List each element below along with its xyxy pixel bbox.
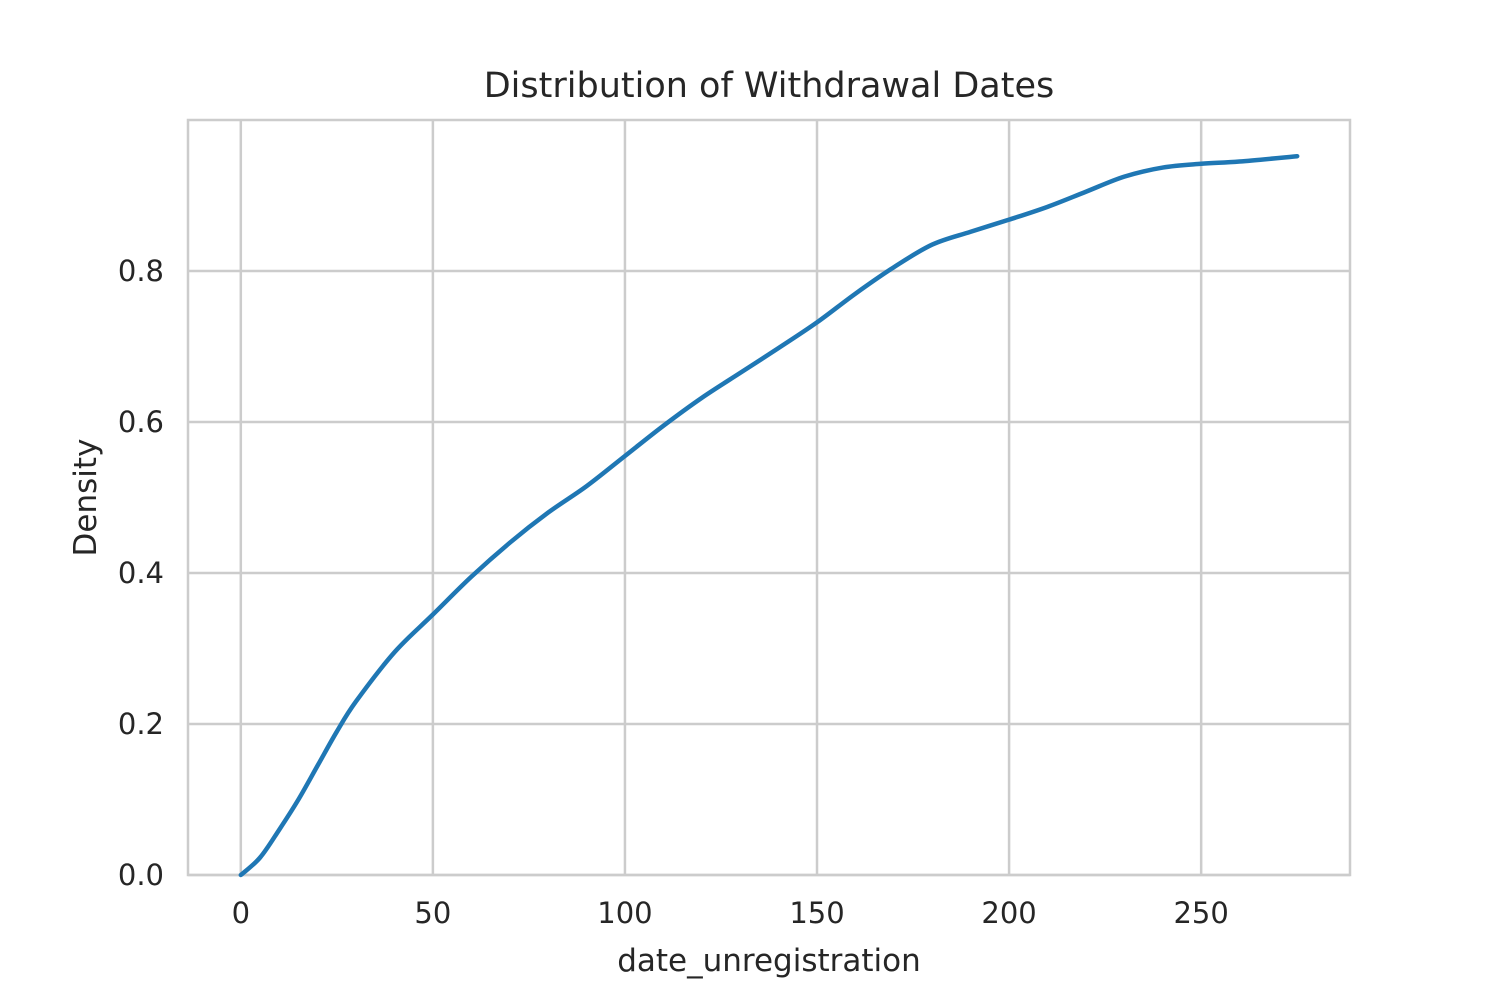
y-tick-label: 0.6 <box>118 405 164 439</box>
y-tick-label: 0.8 <box>118 254 164 288</box>
x-tick-label: 200 <box>981 896 1036 930</box>
x-tick-label: 0 <box>232 896 250 930</box>
chart-title: Distribution of Withdrawal Dates <box>484 66 1055 106</box>
x-tick-label: 100 <box>597 896 652 930</box>
y-tick-label: 0.4 <box>118 556 164 590</box>
x-axis-ticks: 0 50 100 150 200 250 <box>232 896 1229 930</box>
series-line <box>238 153 1300 878</box>
x-axis-label: date_unregistration <box>617 943 921 979</box>
y-axis-label: Density <box>68 439 104 557</box>
series-layer <box>238 153 1300 878</box>
y-tick-label: 0.0 <box>118 858 164 892</box>
x-tick-label: 150 <box>789 896 844 930</box>
y-axis-ticks: 0.0 0.2 0.4 0.6 0.8 <box>118 254 164 892</box>
x-tick-label: 50 <box>414 896 451 930</box>
y-tick-label: 0.2 <box>118 707 164 741</box>
grid <box>188 120 1350 877</box>
x-tick-label: 250 <box>1173 896 1228 930</box>
plot-frame <box>186 118 1352 877</box>
